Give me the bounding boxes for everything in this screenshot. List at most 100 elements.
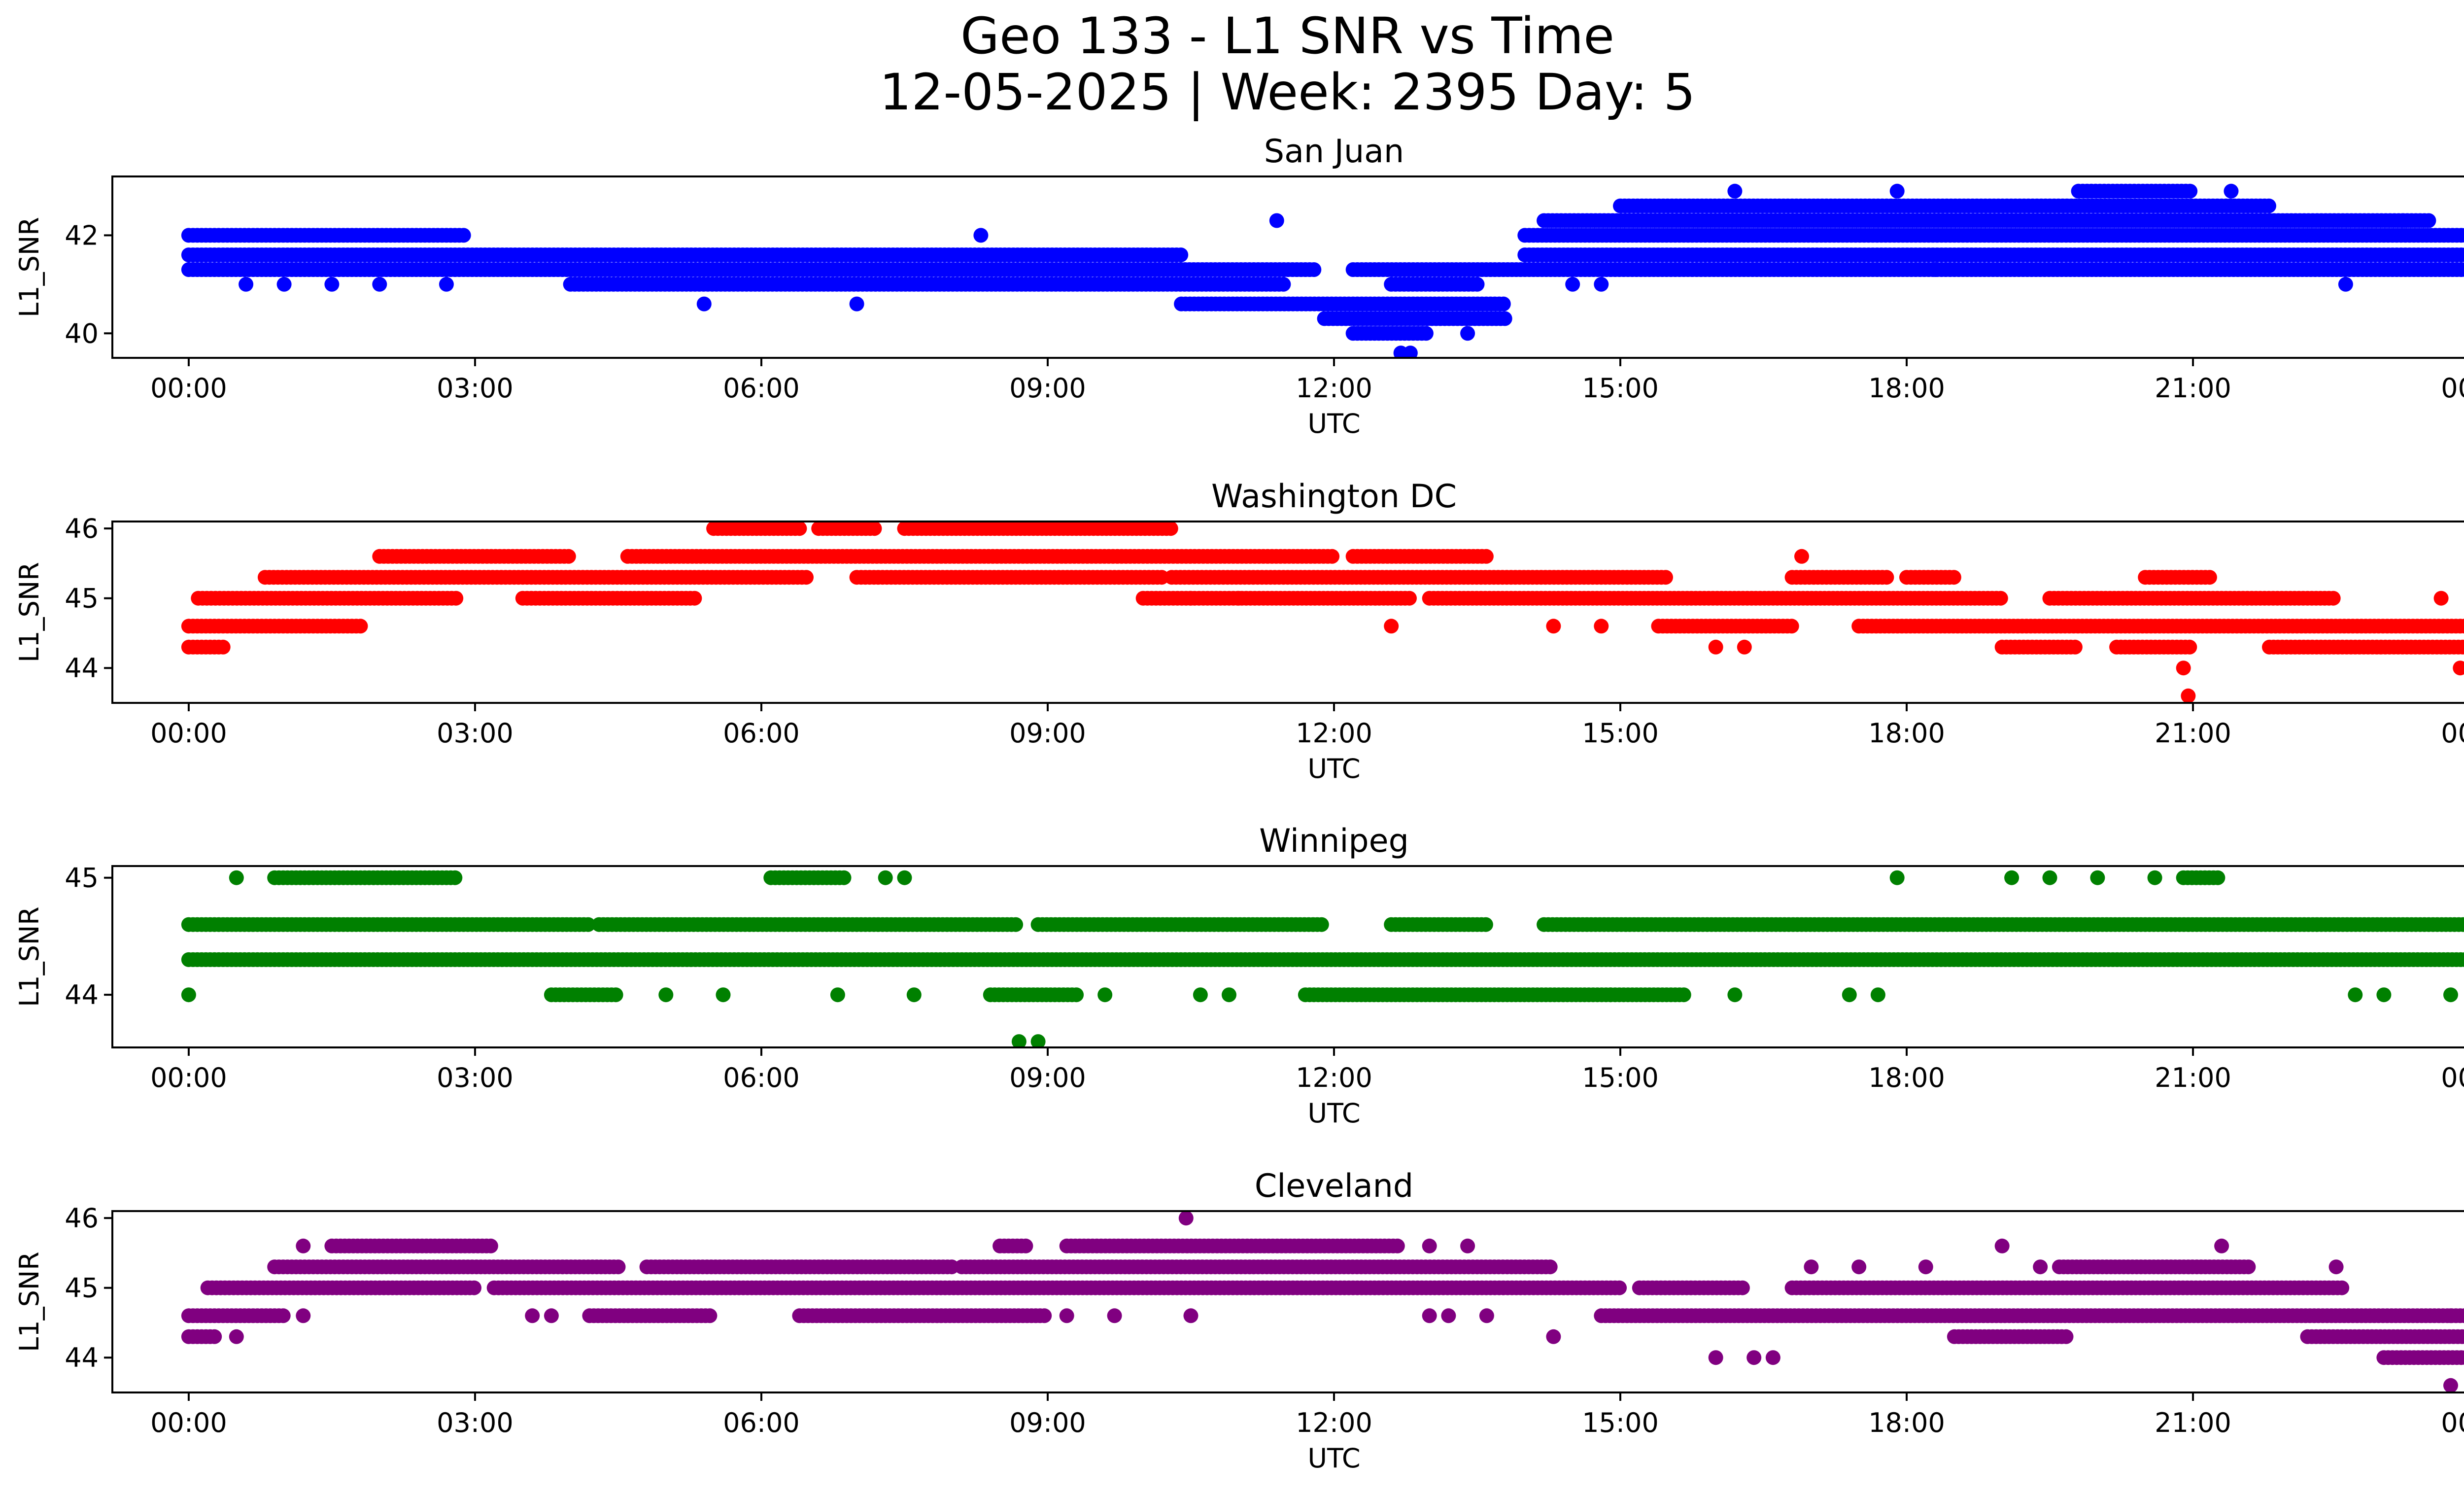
data-point xyxy=(1794,549,1809,564)
data-point xyxy=(2004,870,2019,885)
chart-san-juan: 00:00 03:00 06:00 09:00 12:00 15:00 18:00 21:00… xyxy=(14,133,2464,439)
data-point xyxy=(275,1308,291,1323)
data-point xyxy=(1470,277,1485,292)
x-axis-label: UTC xyxy=(1307,1098,1360,1129)
data-point xyxy=(1565,277,1580,292)
y-axis-label: L1_SNR xyxy=(14,562,45,662)
data-point xyxy=(2462,250,2464,260)
data-point xyxy=(658,987,674,1003)
x-tick-label: 15:00 xyxy=(1582,718,1659,749)
data-point xyxy=(1037,1308,1052,1323)
data-point xyxy=(215,639,231,655)
data-point xyxy=(2396,213,2411,228)
x-tick-label: 00:00 xyxy=(150,373,227,404)
data-point xyxy=(2042,870,2057,885)
data-point xyxy=(229,870,244,885)
data-point xyxy=(2067,639,2083,655)
data-point xyxy=(1879,570,1894,585)
data-point xyxy=(1384,619,1399,634)
data-point xyxy=(1325,549,1340,564)
data-point xyxy=(239,277,254,292)
data-point xyxy=(2421,213,2436,228)
data-point xyxy=(2459,1329,2464,1344)
data-point xyxy=(867,522,882,536)
data-point xyxy=(2261,198,2276,213)
data-point xyxy=(2458,952,2464,967)
x-tick-label: 00:00 xyxy=(150,718,227,749)
x-tick-label: 15:00 xyxy=(1582,373,1659,404)
data-markers-cleveland xyxy=(181,1211,2464,1392)
data-point xyxy=(2461,620,2464,632)
data-point xyxy=(2176,661,2191,676)
data-point xyxy=(1306,262,1322,277)
data-point xyxy=(716,987,731,1003)
x-tick-label: 03:00 xyxy=(437,373,513,404)
figure-title: Geo 133 - L1 SNR vs Time xyxy=(960,7,1614,66)
data-point xyxy=(1008,917,1024,932)
y-tick-label: 46 xyxy=(65,513,99,544)
axes-frame xyxy=(111,521,2464,704)
data-point xyxy=(1889,870,1905,885)
x-tick-label: 12:00 xyxy=(1296,373,1372,404)
data-point xyxy=(799,570,814,585)
x-tick-label: 03:00 xyxy=(437,718,513,749)
x-tick-label: 06:00 xyxy=(723,718,800,749)
data-point xyxy=(836,870,852,885)
data-point xyxy=(1496,296,1511,312)
data-point xyxy=(2433,591,2449,606)
panel-title: Washington DC xyxy=(1211,478,1457,515)
data-point xyxy=(1676,987,1691,1003)
data-point xyxy=(1842,987,1857,1003)
data-point xyxy=(1546,619,1561,634)
data-point xyxy=(1222,987,1236,1003)
data-point xyxy=(2058,1329,2074,1344)
data-point xyxy=(1727,987,1743,1003)
x-tick-label: 06:00 xyxy=(723,373,800,404)
data-point xyxy=(581,917,596,932)
data-point xyxy=(1193,987,1208,1003)
y-tick-label: 45 xyxy=(65,583,99,614)
data-point xyxy=(2462,265,2464,275)
data-point xyxy=(1594,277,1609,292)
data-point xyxy=(830,987,845,1003)
data-point xyxy=(448,591,464,606)
data-point xyxy=(2460,918,2464,932)
x-tick-label: 00:00 xyxy=(2441,373,2464,404)
data-point xyxy=(1708,639,1723,655)
x-tick-label: 21:00 xyxy=(2155,718,2231,749)
data-point xyxy=(1402,591,1417,606)
data-point xyxy=(1928,262,1943,277)
data-point xyxy=(2202,570,2217,585)
x-tick-label: 21:00 xyxy=(2155,373,2231,404)
x-tick-label: 09:00 xyxy=(1009,718,1086,749)
y-axis-label: L1_SNR xyxy=(14,906,45,1007)
data-point xyxy=(1011,1034,1027,1047)
data-point xyxy=(1993,591,2008,606)
data-point xyxy=(439,277,454,292)
x-axis-label: UTC xyxy=(1307,408,1360,439)
data-point xyxy=(2147,870,2162,885)
x-tick-label: 12:00 xyxy=(1296,718,1372,749)
data-point xyxy=(181,987,196,1003)
x-tick-label: 09:00 xyxy=(1009,1062,1086,1093)
data-point xyxy=(2459,640,2464,654)
x-tick-label: 12:00 xyxy=(1296,1062,1372,1093)
data-point xyxy=(207,1329,222,1344)
data-point xyxy=(1173,247,1189,263)
data-point xyxy=(2458,247,2464,262)
chart-winnipeg: 00:00 03:00 06:00 09:00 12:00 15:00 18:00 21:00… xyxy=(14,823,2464,1129)
data-point xyxy=(2181,688,2196,703)
data-point xyxy=(1069,987,1084,1003)
data-point xyxy=(1276,277,1291,292)
x-axis-label: UTC xyxy=(1307,753,1360,784)
data-point xyxy=(1269,213,1284,228)
data-point xyxy=(2457,619,2464,634)
y-tick-label: 45 xyxy=(65,863,99,894)
data-point xyxy=(1946,570,1961,585)
data-point xyxy=(2453,661,2464,676)
x-tick-label: 06:00 xyxy=(723,1062,800,1093)
data-point xyxy=(2348,987,2363,1003)
data-point xyxy=(2458,228,2464,243)
data-point xyxy=(1658,570,1673,585)
